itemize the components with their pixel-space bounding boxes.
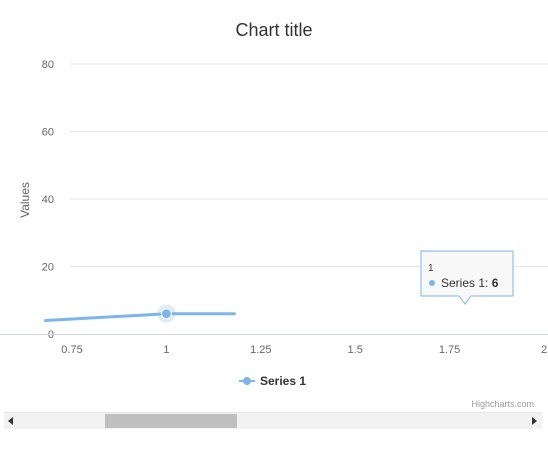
- x-tick-label: 1.25: [250, 344, 271, 356]
- x-tick-label: 0.75: [61, 344, 82, 356]
- series-line: [44, 312, 236, 322]
- y-tick-label: 40: [42, 194, 54, 206]
- y-axis-title: Values: [18, 182, 32, 218]
- tooltip-value: 6: [492, 276, 499, 290]
- x-tick-label: 2: [541, 344, 547, 356]
- x-tick-label: 1: [163, 344, 169, 356]
- data-point: [160, 308, 172, 320]
- scroll-left-button[interactable]: [4, 413, 18, 429]
- legend[interactable]: Series 1: [239, 374, 306, 388]
- tooltip-box: [420, 250, 514, 305]
- tooltip-label: Series 1: 6: [441, 276, 499, 290]
- y-tick-label: 60: [42, 127, 54, 139]
- tooltip: 1 Series 1: 6: [420, 250, 514, 305]
- tooltip-header: 1: [428, 263, 434, 274]
- chart-title: Chart title: [235, 20, 312, 40]
- legend-item-label[interactable]: Series 1: [260, 374, 306, 388]
- horizontal-scrollbar[interactable]: [4, 412, 542, 429]
- arrow-left-icon: [8, 417, 13, 425]
- credits-link[interactable]: Highcharts.com: [471, 399, 534, 409]
- scroll-right-button[interactable]: [528, 413, 542, 429]
- x-tick-label: 1.5: [348, 344, 363, 356]
- legend-symbol-marker: [243, 377, 251, 385]
- y-tick-label: 80: [42, 59, 54, 71]
- scrollbar-thumb[interactable]: [104, 414, 238, 428]
- x-tick-label: 1.75: [439, 344, 460, 356]
- arrow-right-icon: [532, 417, 537, 425]
- tooltip-series-marker: [429, 280, 435, 286]
- y-tick-label: 20: [42, 262, 54, 274]
- chart-svg: Chart title020406080Values0.7511.251.51.…: [0, 20, 548, 409]
- tooltip-series-label: Series 1:: [441, 276, 492, 290]
